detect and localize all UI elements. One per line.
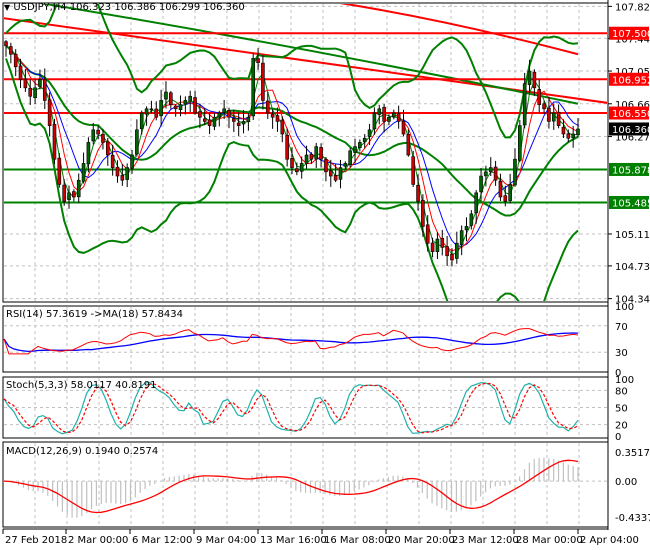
price-tick: 106.660 bbox=[615, 100, 650, 111]
macd-signal-line bbox=[3, 459, 579, 514]
price-tick: 106.270 bbox=[615, 133, 650, 144]
ma-medium bbox=[5, 45, 579, 252]
time-tick: 20 Mar 20:00 bbox=[388, 535, 455, 546]
stoch-tick: 100 bbox=[615, 375, 634, 386]
time-tick: 23 Mar 12:00 bbox=[452, 535, 519, 546]
long-ma-red bbox=[339, 4, 579, 56]
time-tick: 6 Mar 12:00 bbox=[132, 535, 192, 546]
price-tag bbox=[609, 122, 649, 136]
time-tick: 2 Mar 00:00 bbox=[68, 535, 128, 546]
svg-text:106.360: 106.360 bbox=[612, 125, 650, 136]
stochastic-panel[interactable] bbox=[3, 381, 579, 435]
stoch-tick: 0 bbox=[615, 432, 621, 443]
bollinger-lower bbox=[5, 58, 579, 301]
grid-lines bbox=[4, 4, 607, 526]
chart-header: ▼ USDJPY,H4 106.323 106.386 106.299 106.… bbox=[4, 2, 245, 13]
rsi-tick: 100 bbox=[615, 302, 634, 313]
price-tag bbox=[609, 72, 649, 86]
macd-tick: 0.00 bbox=[615, 477, 637, 488]
svg-text:106.550: 106.550 bbox=[612, 109, 650, 120]
time-tick: 28 Mar 00:00 bbox=[516, 535, 583, 546]
price-tag bbox=[609, 26, 649, 40]
bollinger-middle bbox=[5, 45, 579, 217]
main-price-panel[interactable] bbox=[3, 0, 608, 329]
time-tick: 2 Apr 04:00 bbox=[580, 535, 639, 546]
svg-text:107.500: 107.500 bbox=[612, 29, 650, 40]
rsi-tick: 0 bbox=[615, 368, 621, 379]
stoch-tick: 20 bbox=[615, 421, 628, 432]
time-tick: 27 Feb 2018 bbox=[5, 535, 67, 546]
svg-text:105.485: 105.485 bbox=[612, 198, 650, 209]
svg-text:106.952: 106.952 bbox=[612, 75, 650, 86]
time-tick: 13 Mar 16:00 bbox=[260, 535, 327, 546]
time-tick: 16 Mar 08:00 bbox=[324, 535, 391, 546]
rsi-tick: 30 bbox=[615, 348, 628, 359]
rsi-panel[interactable] bbox=[3, 328, 579, 355]
symbol-ohlc-label: USDJPY,H4 106.323 106.386 106.299 106.36… bbox=[13, 2, 245, 13]
macd-tick: 0.3517 bbox=[615, 448, 650, 459]
price-tag bbox=[609, 106, 649, 120]
rsi-panel-frame bbox=[2, 305, 609, 373]
candlesticks bbox=[4, 39, 580, 267]
macd-label: MACD(12,26,9) 0.1940 0.2574 bbox=[6, 446, 159, 457]
rsi-tick: 70 bbox=[615, 322, 628, 333]
long-ma-green bbox=[39, 4, 579, 105]
price-tick: 107.440 bbox=[615, 34, 650, 45]
price-tag bbox=[609, 195, 649, 209]
rsi-line bbox=[3, 328, 579, 355]
price-tick: 107.050 bbox=[615, 67, 650, 78]
macd-panel[interactable] bbox=[3, 457, 579, 518]
rsi-label: RSI(14) 57.3619 ->MA(18) 57.8434 bbox=[6, 309, 183, 320]
stoch-tick: 80 bbox=[615, 386, 628, 397]
price-tick: 104.730 bbox=[615, 262, 650, 273]
svg-text:105.878: 105.878 bbox=[612, 165, 650, 176]
price-tag bbox=[609, 162, 649, 176]
stoch-label: Stoch(5,3,3) 58.0117 40.8191 bbox=[6, 380, 157, 391]
time-axis: 27 Feb 2018 2 Mar 00:00 6 Mar 12:00 9 Mar 0… bbox=[2, 528, 639, 546]
stoch-signal-line bbox=[3, 382, 579, 434]
price-tick: 104.340 bbox=[615, 295, 650, 306]
price-tick: 105.110 bbox=[615, 230, 650, 241]
ma-slow bbox=[5, 45, 579, 247]
stoch-tick: 50 bbox=[615, 404, 628, 415]
dropdown-triangle-icon[interactable]: ▼ bbox=[4, 3, 11, 12]
macd-tick: -0.4337 bbox=[615, 513, 650, 524]
main-panel-frame bbox=[2, 2, 609, 303]
rsi-ma-line bbox=[3, 332, 579, 353]
price-tick: 107.820 bbox=[615, 2, 650, 13]
time-tick: 9 Mar 04:00 bbox=[196, 535, 256, 546]
price-axis: 107.820 107.440 107.050 106.660 106.270 105.1… bbox=[607, 0, 650, 530]
bollinger-upper bbox=[5, 4, 579, 139]
